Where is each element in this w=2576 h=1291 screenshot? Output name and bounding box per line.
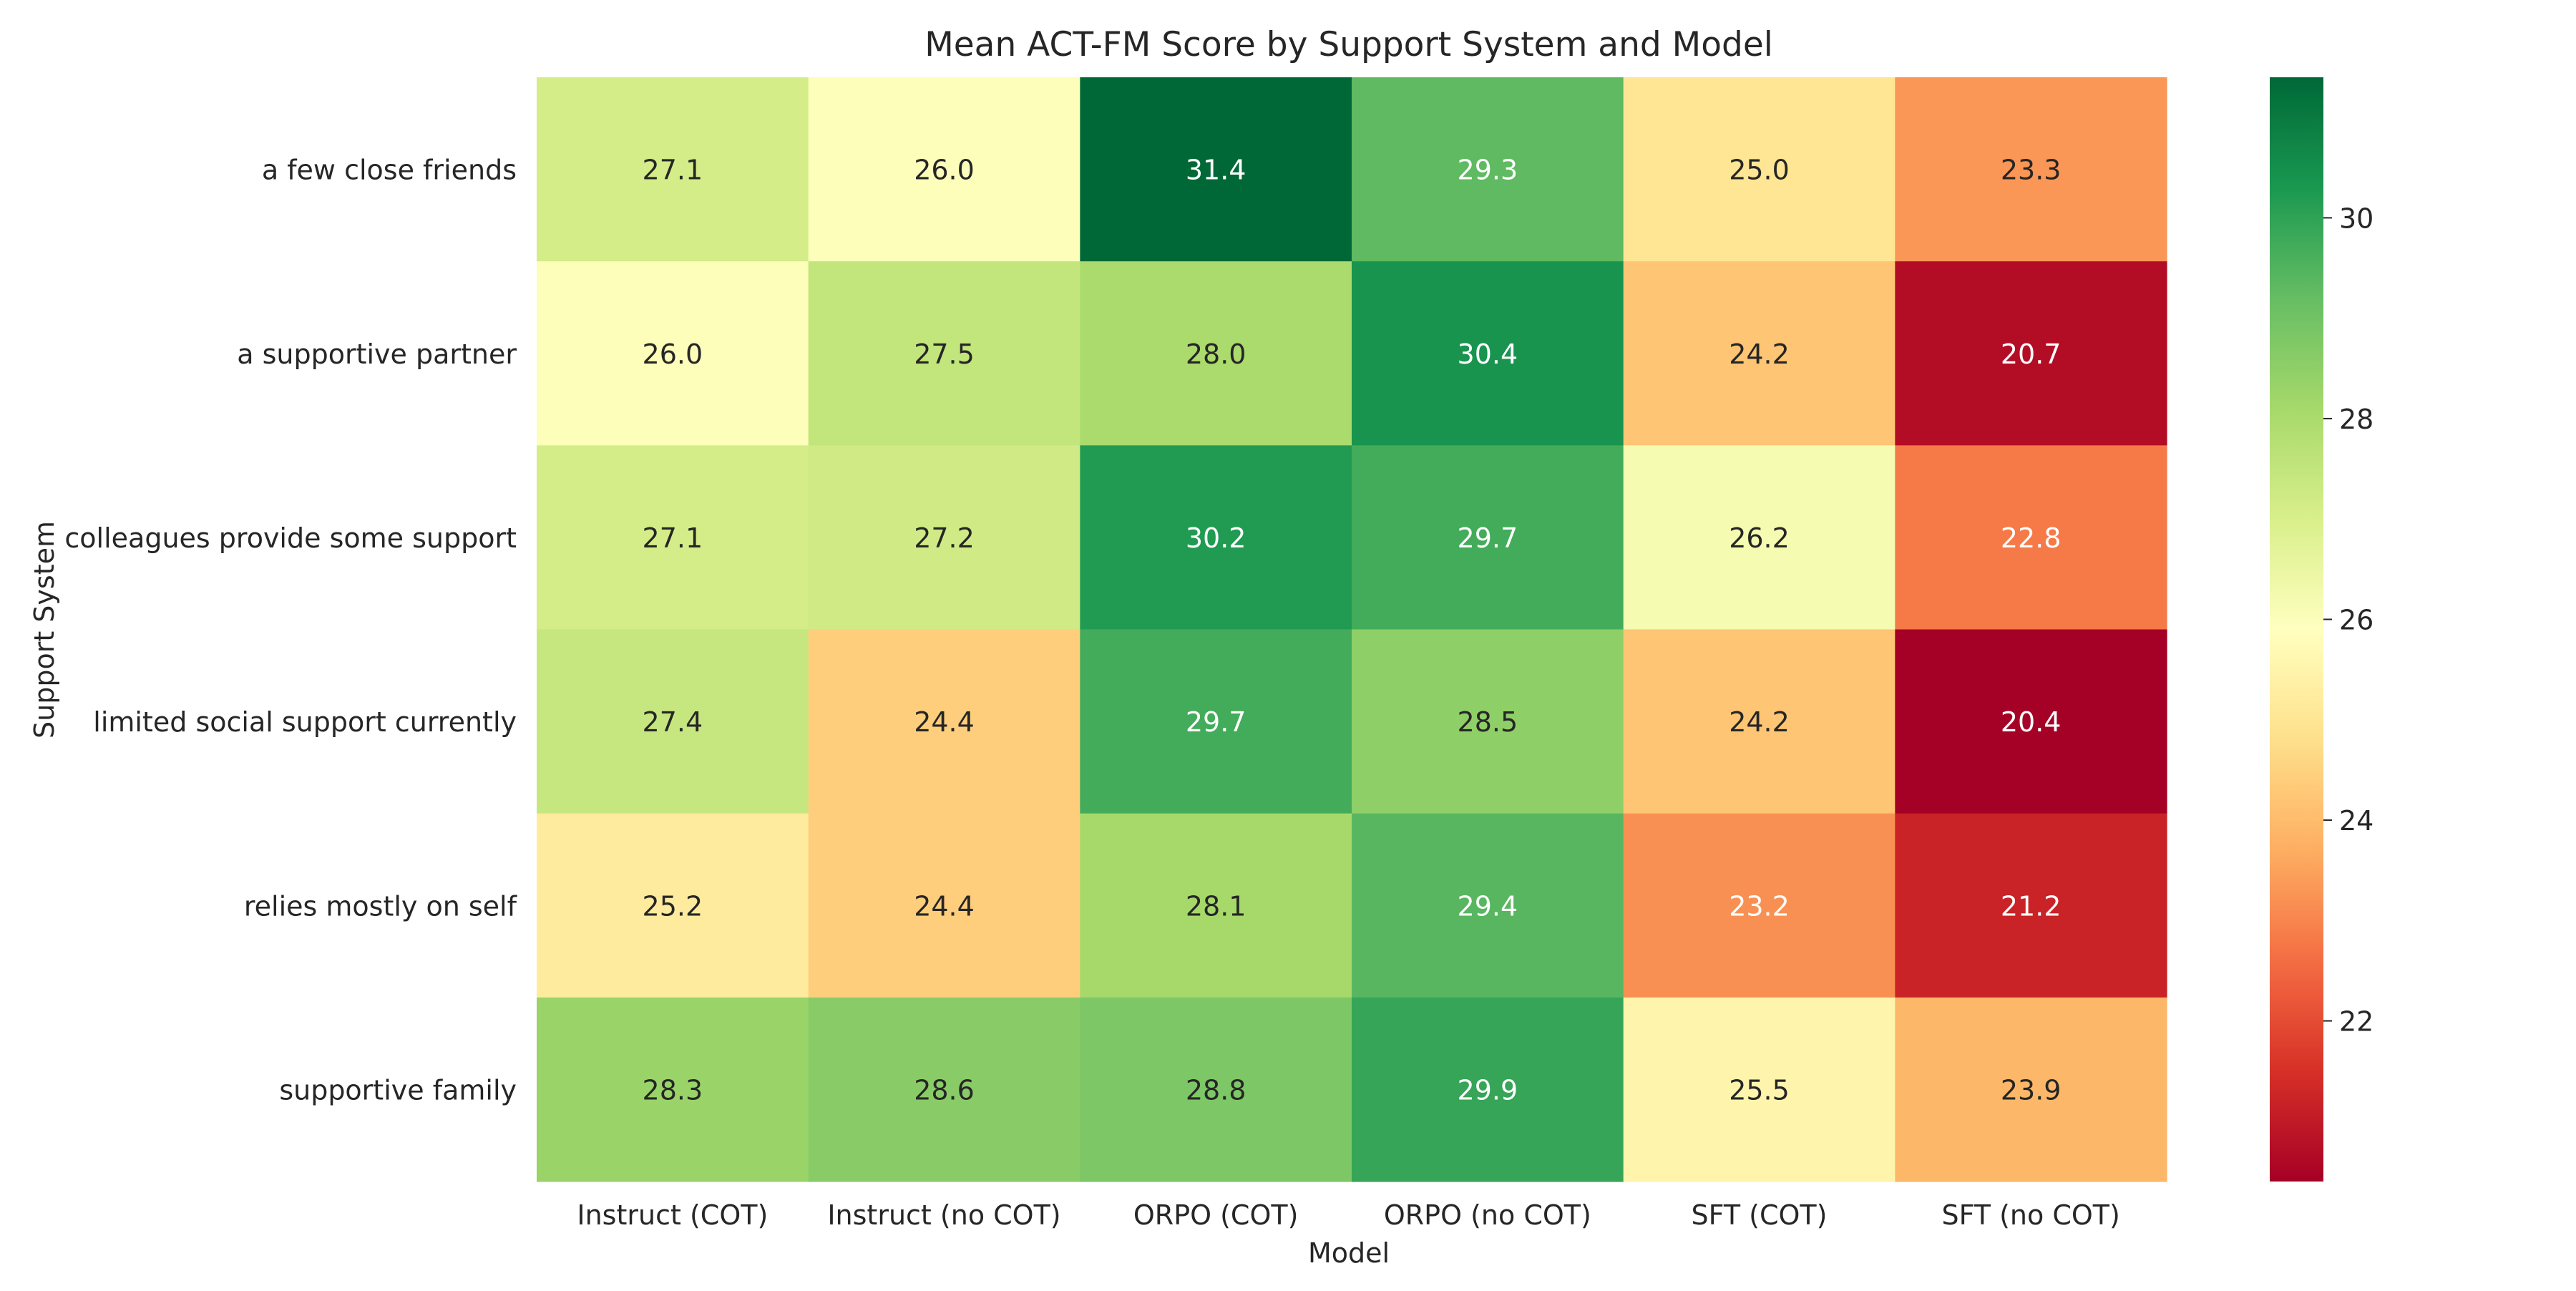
y-tick-label: a supportive partner: [237, 338, 517, 370]
cell-value-label: 24.4: [914, 890, 975, 922]
y-tick-label: limited social support currently: [93, 706, 517, 738]
heatmap-cell: [1623, 261, 1896, 446]
heatmap-cell: [537, 77, 809, 262]
y-axis-label: Support System: [29, 521, 60, 739]
cell-value-label: 26.0: [643, 338, 703, 370]
heatmap-cell: [1352, 261, 1624, 446]
heatmap-cell: [537, 813, 809, 998]
cell-value-label: 29.4: [1458, 890, 1518, 922]
heatmap-cell: [1352, 997, 1624, 1182]
cell-value-label: 31.4: [1186, 155, 1246, 186]
cell-value-label: 21.2: [2001, 890, 2062, 922]
heatmap-cell: [808, 77, 1080, 262]
cell-value-label: 26.2: [1729, 522, 1790, 554]
cell-value-label: 23.2: [1729, 890, 1790, 922]
cell-value-label: 28.5: [1458, 706, 1518, 738]
cell-value-label: 29.7: [1458, 522, 1518, 554]
cell-value-label: 20.4: [2001, 706, 2062, 738]
cell-value-label: 27.5: [914, 338, 975, 370]
heatmap-cell: [537, 445, 809, 630]
cell-value-label: 23.3: [2001, 155, 2062, 186]
colorbar-tick-label: 24: [2339, 805, 2373, 837]
cell-value-label: 24.4: [914, 706, 975, 738]
heatmap-cell: [808, 813, 1080, 998]
y-tick-label: a few close friends: [262, 155, 517, 186]
heatmap-cell: [1352, 629, 1624, 814]
heatmap-cell: [1080, 997, 1352, 1182]
x-tick-label: Instruct (no COT): [827, 1199, 1060, 1231]
heatmap-cell: [1623, 997, 1896, 1182]
heatmap-cell: [1352, 77, 1624, 262]
x-tick-label: Instruct (COT): [577, 1199, 768, 1231]
heatmap-cell: [1352, 445, 1624, 630]
heatmap-cell: [1895, 261, 2167, 446]
cell-value-label: 20.7: [2001, 338, 2062, 370]
cell-value-label: 24.2: [1729, 706, 1790, 738]
heatmap-cell: [1080, 445, 1352, 630]
cell-value-label: 28.0: [1186, 338, 1246, 370]
heatmap-cell: [537, 997, 809, 1182]
cell-value-label: 23.9: [2001, 1074, 2062, 1106]
colorbar: [2270, 77, 2323, 1182]
heatmap-cell: [808, 261, 1080, 446]
y-tick-label: supportive family: [279, 1074, 517, 1106]
cell-value-label: 27.1: [643, 522, 703, 554]
cell-value-label: 29.9: [1458, 1074, 1518, 1106]
colorbar-tick-label: 30: [2339, 203, 2373, 234]
heatmap-cell: [537, 261, 809, 446]
heatmap-cell: [1623, 629, 1896, 814]
colorbar-ticks: 22 24 26 28 30: [2323, 203, 2373, 1038]
x-tick-label: ORPO (COT): [1133, 1199, 1299, 1231]
cell-value-label: 22.8: [2001, 522, 2062, 554]
cell-value-label: 28.3: [643, 1074, 703, 1106]
cell-value-label: 28.1: [1186, 890, 1246, 922]
cell-value-label: 28.8: [1186, 1074, 1246, 1106]
cell-value-label: 26.0: [914, 155, 975, 186]
heatmap-cell: [1080, 261, 1352, 446]
heatmap-cell: [808, 445, 1080, 630]
y-tick-labels: a few close friends a supportive partner c…: [64, 155, 517, 1106]
heatmap-cell: [1895, 813, 2167, 998]
cell-value-label: 27.1: [643, 155, 703, 186]
y-tick-label: colleagues provide some support: [64, 522, 517, 554]
cell-value-label: 30.4: [1458, 338, 1518, 370]
x-tick-label: ORPO (no COT): [1384, 1199, 1591, 1231]
heatmap-cell: [1080, 813, 1352, 998]
heatmap-cell: [1080, 629, 1352, 814]
heatmap-cell: [808, 629, 1080, 814]
cell-value-label: 25.5: [1729, 1074, 1790, 1106]
cell-value-label: 27.4: [643, 706, 703, 738]
heatmap-cell: [1895, 77, 2167, 262]
cell-value-label: 29.3: [1458, 155, 1518, 186]
chart-title: Mean ACT-FM Score by Support System and …: [924, 25, 1773, 64]
heatmap-cell: [1080, 77, 1352, 262]
heatmap-cell: [808, 997, 1080, 1182]
cell-value-label: 30.2: [1186, 522, 1246, 554]
colorbar-tick-label: 22: [2339, 1006, 2373, 1038]
cell-value-label: 27.2: [914, 522, 975, 554]
heatmap-cell: [1895, 445, 2167, 630]
cell-value-label: 25.0: [1729, 155, 1790, 186]
heatmap-cell: [1352, 813, 1624, 998]
x-tick-label: SFT (no COT): [1942, 1199, 2120, 1231]
heatmap-cell: [1623, 813, 1896, 998]
cell-value-label: 28.6: [914, 1074, 975, 1106]
y-tick-label: relies mostly on self: [244, 890, 518, 922]
heatmap-cell: [1623, 445, 1896, 630]
cell-value-label: 25.2: [643, 890, 703, 922]
heatmap-cell: [1895, 997, 2167, 1182]
colorbar-tick-label: 28: [2339, 404, 2373, 435]
heatmap-cell: [537, 629, 809, 814]
heatmap-cell: [1623, 77, 1896, 262]
cell-value-label: 24.2: [1729, 338, 1790, 370]
x-tick-labels: Instruct (COT) Instruct (no COT) ORPO (COT…: [577, 1199, 2119, 1231]
cell-value-label: 29.7: [1186, 706, 1246, 738]
heatmap-cell: [1895, 629, 2167, 814]
x-tick-label: SFT (COT): [1692, 1199, 1828, 1231]
colorbar-tick-label: 26: [2339, 604, 2373, 635]
x-axis-label: Model: [1308, 1237, 1390, 1269]
heatmap-cells: 27.1 26.0 31.4 29.3 25.0 23.3 26.0 27.5 28.0 30.4…: [537, 77, 2167, 1182]
